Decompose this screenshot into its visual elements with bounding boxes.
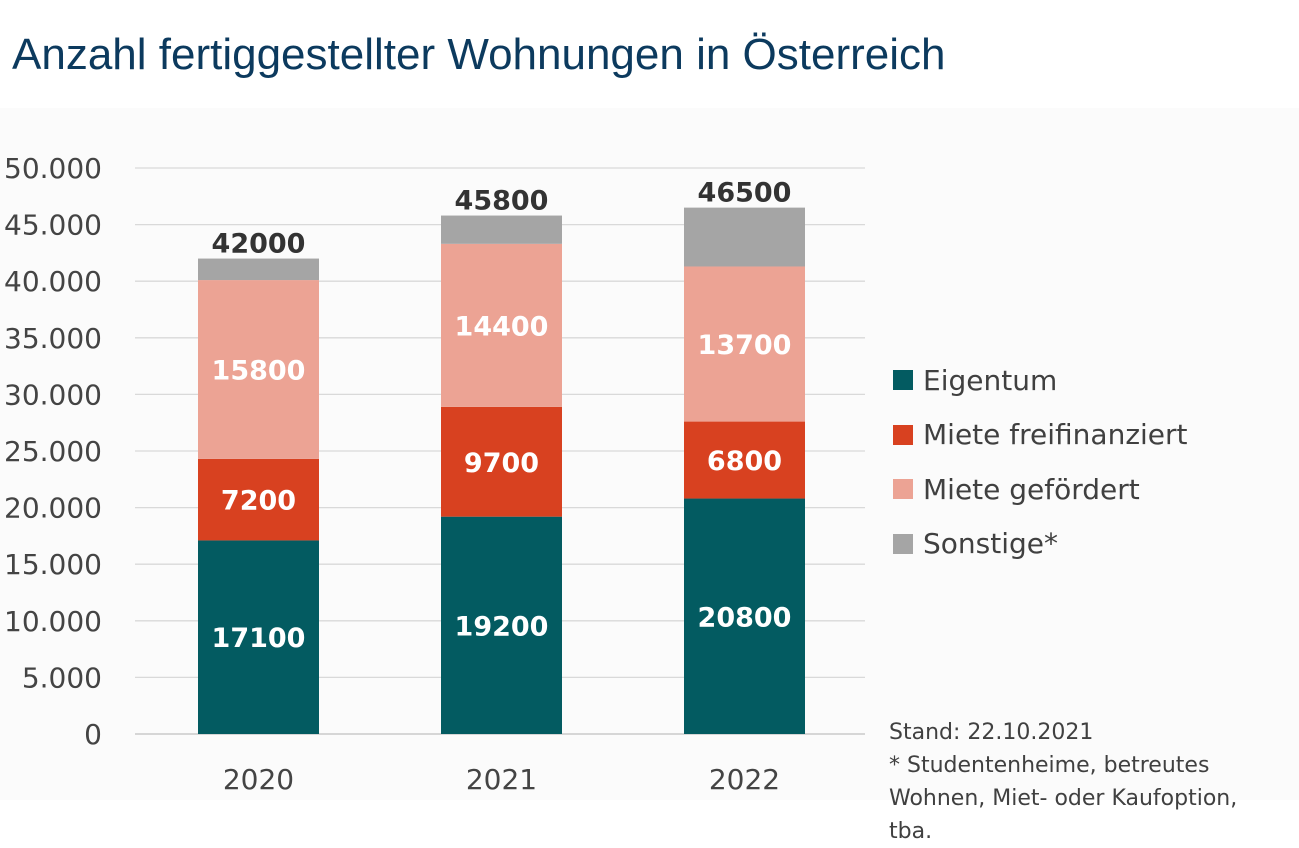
y-tick-label: 0	[84, 718, 102, 751]
bar-segment	[198, 280, 319, 459]
y-axis-ticks: 0 5.000 10.000 15.000 20.000 25.000 30.000 35.0…	[4, 152, 102, 751]
total-label: 45800	[455, 186, 549, 217]
x-tick-label: 2022	[709, 763, 780, 796]
data-label: 15800	[212, 355, 306, 386]
legend-swatch	[893, 533, 913, 554]
legend-label: Miete freifinanziert	[923, 418, 1188, 452]
y-tick-label: 35.000	[4, 322, 102, 355]
bar-segment	[684, 421, 805, 499]
bar-segment	[441, 215, 562, 244]
bar-segment	[198, 458, 319, 541]
y-tick-label: 20.000	[4, 492, 102, 525]
data-label: 9700	[464, 448, 539, 479]
bar-segment	[684, 266, 805, 422]
y-tick-label: 15.000	[4, 548, 102, 581]
legend-label: Miete gefördert	[923, 472, 1140, 506]
y-tick-label: 30.000	[4, 378, 102, 411]
chart-panel: 0 5.000 10.000 15.000 20.000 25.000 30.000 35.0…	[0, 108, 1299, 844]
y-tick-label: 5.000	[22, 661, 102, 694]
x-tick-label: 2020	[223, 763, 294, 796]
bars: 17100 7200 15800 42000 19200 9700 14400 45800 20…	[198, 178, 805, 734]
y-tick-label: 10.000	[4, 605, 102, 638]
data-label: 13700	[698, 330, 792, 361]
legend-item-miete-freifinanziert: Miete freifinanziert	[893, 408, 1188, 463]
bar-segment	[198, 540, 319, 734]
data-label: 17100	[212, 623, 306, 654]
legend-item-miete-gefoerdert: Miete gefördert	[893, 462, 1188, 517]
legend-swatch	[893, 370, 913, 391]
legend-label: Eigentum	[923, 363, 1058, 397]
data-label: 20800	[698, 602, 792, 633]
note-line: tba.	[889, 819, 933, 844]
note-line: * Studentenheime, betreutes	[889, 753, 1210, 778]
total-label: 42000	[212, 229, 306, 260]
source-notes: Stand: 22.10.2021 * Studentenheime, betr…	[889, 716, 1289, 848]
bar-segment	[198, 258, 319, 281]
legend-item-eigentum: Eigentum	[893, 353, 1188, 408]
total-label: 46500	[698, 178, 792, 209]
chart-title: Anzahl fertiggestellter Wohnungen in Öst…	[12, 30, 946, 79]
bar-segment	[684, 207, 805, 267]
legend: Eigentum Miete freifinanziert Miete gefö…	[893, 353, 1188, 571]
data-label: 14400	[455, 311, 549, 342]
x-tick-label: 2021	[466, 763, 537, 796]
data-label: 7200	[221, 486, 296, 517]
y-tick-label: 45.000	[4, 209, 102, 242]
stacked-bar-chart: 0 5.000 10.000 15.000 20.000 25.000 30.000 35.0…	[4, 152, 865, 796]
bar-segment	[441, 406, 562, 517]
bar-segment	[684, 498, 805, 734]
y-tick-label: 25.000	[4, 435, 102, 468]
legend-label: Sonstige*	[923, 527, 1058, 561]
bar-segment	[441, 516, 562, 734]
bar-segment	[441, 243, 562, 407]
legend-item-sonstige: Sonstige*	[893, 517, 1188, 572]
data-label: 19200	[455, 611, 549, 642]
note-line: Stand: 22.10.2021	[889, 720, 1094, 745]
x-axis-labels: 2020 2021 2022	[223, 763, 780, 796]
data-label: 6800	[707, 446, 782, 477]
note-line: Wohnen, Miet- oder Kaufoption,	[889, 786, 1238, 811]
y-tick-label: 40.000	[4, 265, 102, 298]
legend-swatch	[893, 424, 913, 445]
y-tick-label: 50.000	[4, 152, 102, 185]
legend-swatch	[893, 479, 913, 500]
